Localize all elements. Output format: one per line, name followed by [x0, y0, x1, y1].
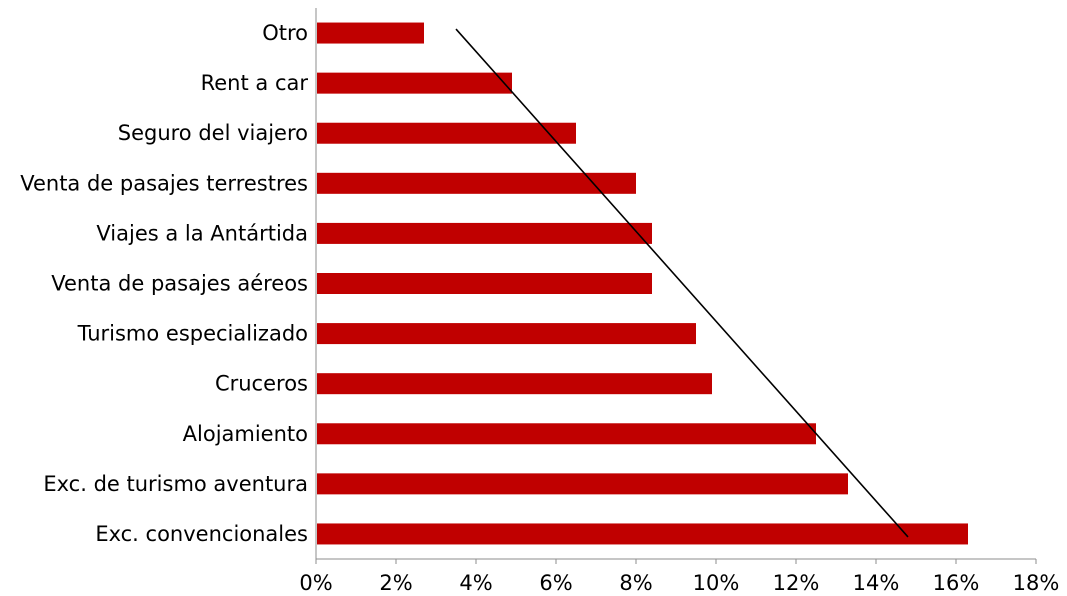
- bar-4: [317, 222, 652, 244]
- category-label-6: Turismo especializado: [77, 322, 308, 346]
- category-label-10: Exc. convencionales: [95, 522, 308, 546]
- bar-3: [317, 172, 636, 194]
- category-label-7: Cruceros: [215, 372, 308, 396]
- bar-2: [317, 122, 576, 144]
- category-label-2: Seguro del viajero: [118, 121, 308, 145]
- bar-6: [317, 323, 696, 345]
- x-tick-label-9: 18%: [1013, 571, 1060, 595]
- category-label-3: Venta de pasajes terrestres: [20, 171, 308, 195]
- tick-labels-group: 0% 2% 4% 6% 8% 10% 12% 14% 16% 18%: [299, 571, 1059, 595]
- bars-group: [317, 22, 968, 545]
- x-tick-label-4: 8%: [619, 571, 652, 595]
- category-label-4: Viajes a la Antártida: [96, 221, 308, 245]
- category-labels-group: Otro Rent a car Seguro del viajero Venta de…: [20, 21, 308, 546]
- bar-7: [317, 373, 712, 395]
- x-tick-label-3: 6%: [539, 571, 572, 595]
- bar-5: [317, 273, 652, 294]
- x-tick-label-6: 12%: [773, 571, 820, 595]
- bar-1: [317, 72, 512, 94]
- bar-8: [317, 423, 816, 445]
- category-label-9: Exc. de turismo aventura: [43, 472, 308, 496]
- x-tick-label-5: 10%: [693, 571, 740, 595]
- x-tick-label-0: 0%: [299, 571, 332, 595]
- bar-9: [317, 473, 848, 495]
- category-label-8: Alojamiento: [183, 422, 308, 446]
- category-label-0: Otro: [262, 21, 308, 45]
- x-tick-label-1: 2%: [379, 571, 412, 595]
- category-label-1: Rent a car: [201, 71, 309, 95]
- x-tick-label-8: 16%: [933, 571, 980, 595]
- category-label-5: Venta de pasajes aéreos: [51, 272, 308, 296]
- x-tick-label-7: 14%: [853, 571, 900, 595]
- trendline-group: [455, 28, 909, 538]
- trendline: [455, 28, 909, 538]
- axes-group: [315, 8, 1037, 564]
- bar-10: [317, 523, 968, 545]
- x-tick-label-2: 4%: [459, 571, 492, 595]
- bar-0: [317, 22, 424, 44]
